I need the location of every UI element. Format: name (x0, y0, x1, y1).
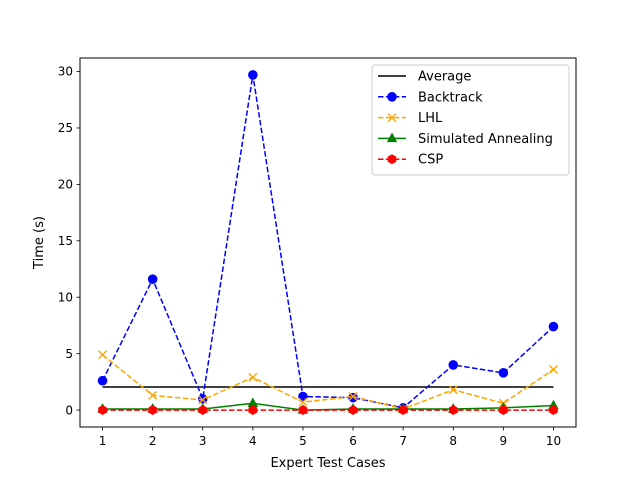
legend-marker-lhl (387, 113, 397, 123)
y-tick-label: 10 (58, 290, 73, 304)
x-tick-label: 1 (99, 434, 107, 448)
data-point-lhl (198, 395, 208, 405)
y-tick-label: 15 (58, 234, 73, 248)
data-point-backtrack (97, 375, 108, 386)
data-point-csp (549, 405, 558, 416)
data-point-csp (348, 405, 358, 416)
y-tick-label: 5 (65, 347, 73, 361)
x-tick-label: 6 (349, 434, 357, 448)
data-point-csp (198, 405, 208, 416)
data-point-backtrack (448, 360, 459, 370)
data-point-csp (448, 405, 458, 416)
series-csp (98, 405, 558, 416)
x-tick-label: 3 (199, 434, 207, 448)
data-point-lhl (98, 350, 108, 360)
x-tick-label: 10 (546, 434, 561, 448)
legend-marker-csp (387, 154, 397, 165)
data-point-csp (499, 405, 508, 416)
y-axis-label: Time (s) (32, 216, 47, 270)
data-point-backtrack (147, 274, 158, 284)
y-tick-label: 25 (58, 121, 73, 135)
data-point-backtrack (248, 70, 258, 80)
x-axis-label: Expert Test Cases (270, 456, 385, 471)
legend-box (371, 64, 570, 176)
data-point-csp (298, 405, 308, 416)
legend-item-backtrack: Backtrack (378, 90, 483, 105)
data-point-lhl (248, 372, 258, 382)
data-point-csp (398, 405, 408, 416)
data-point-lhl (348, 392, 358, 402)
x-tick-label: 2 (149, 434, 157, 448)
data-point-lhl (548, 364, 558, 374)
series-line-lhl (102, 354, 554, 410)
legend-item-average: Average (378, 70, 471, 85)
x-tick-label: 4 (249, 434, 257, 448)
x-tick-label: 8 (449, 434, 457, 448)
data-point-lhl (298, 397, 308, 407)
x-tick-label: 9 (500, 434, 508, 448)
data-point-csp (98, 405, 107, 416)
data-point-backtrack (197, 393, 208, 404)
legend-label-simulated-annealing: Simulated Annealing (418, 132, 553, 147)
legend-label-lhl: LHL (418, 111, 443, 126)
legend-label-csp: CSP (418, 153, 443, 168)
data-point-lhl (148, 390, 158, 400)
x-tick-label: 7 (399, 434, 407, 448)
legend-item-csp: CSP (378, 153, 443, 168)
series-lhl (98, 350, 558, 414)
x-tick-label: 5 (299, 434, 307, 448)
legend-label-backtrack: Backtrack (418, 90, 483, 105)
legend: Average Backtrack LHL Simulated Annealing CS… (371, 64, 570, 176)
legend-marker-simulated-annealing (386, 132, 398, 143)
data-point-backtrack (498, 368, 509, 378)
data-point-backtrack (548, 321, 559, 332)
data-point-lhl (448, 385, 458, 395)
y-tick-label: 20 (58, 178, 73, 192)
data-point-csp (148, 405, 157, 416)
plot-frame (79, 57, 577, 428)
legend-label-average: Average (418, 70, 471, 85)
data-point-csp (248, 405, 258, 416)
data-point-backtrack (298, 391, 308, 402)
y-tick-label: 30 (58, 65, 73, 79)
legend-marker-backtrack (387, 92, 397, 102)
legend-item-simulated-annealing: Simulated Annealing (378, 132, 553, 147)
series-line-backtrack (101, 74, 554, 409)
legend-item-lhl: LHL (378, 111, 443, 126)
y-tick-label: 0 (65, 403, 73, 417)
